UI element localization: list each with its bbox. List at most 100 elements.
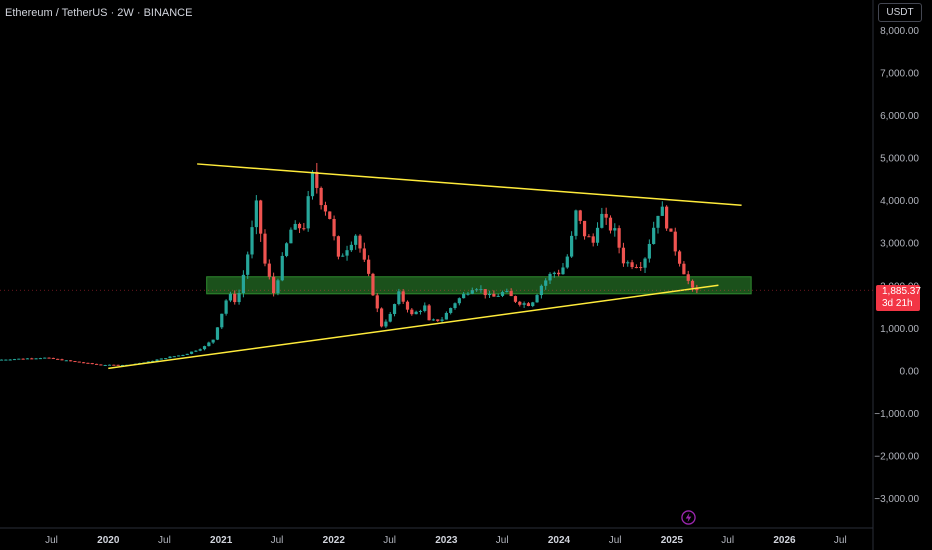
candle — [526, 302, 531, 307]
candle — [522, 301, 526, 308]
candle — [233, 290, 237, 305]
candle — [418, 309, 423, 315]
candle — [453, 302, 457, 310]
time-tick-label: 2020 — [97, 535, 120, 546]
price-tick-label: 0.00 — [900, 366, 920, 377]
candle — [552, 271, 556, 278]
candle — [362, 242, 366, 262]
candle — [539, 284, 543, 299]
candle — [120, 364, 125, 367]
candle — [470, 287, 474, 295]
time-tick-label: Jul — [609, 535, 622, 546]
candle — [656, 215, 660, 234]
candle — [315, 162, 319, 194]
time-tick-label: 2021 — [210, 535, 233, 546]
candle — [47, 357, 51, 359]
candle — [630, 259, 634, 270]
candle — [388, 311, 392, 323]
candle — [349, 241, 353, 252]
candle — [211, 339, 215, 344]
candle — [107, 364, 112, 366]
candle — [509, 288, 513, 297]
candle — [177, 355, 181, 357]
candle — [220, 313, 224, 330]
candle — [336, 235, 341, 260]
candle — [246, 251, 250, 279]
candle — [431, 318, 436, 321]
candle — [289, 227, 293, 244]
candle — [25, 358, 30, 360]
candle — [578, 209, 582, 225]
candle — [643, 257, 647, 274]
time-tick-label: 2025 — [661, 535, 684, 546]
price-axis[interactable]: 8,000.00 7,000.00 6,000.00 5,000.00 4,000.00… — [874, 26, 919, 505]
candle — [367, 255, 371, 277]
candle — [492, 290, 496, 297]
candle — [483, 289, 487, 299]
candle — [94, 363, 99, 365]
candles-layer — [0, 162, 699, 367]
axes-layer — [0, 0, 874, 550]
time-tick-label: Jul — [158, 535, 171, 546]
candle — [397, 288, 401, 306]
price-tick-label: 1,000.00 — [880, 324, 919, 335]
time-tick-label: 2022 — [323, 535, 346, 546]
candle — [600, 207, 604, 229]
price-tick-label: 6,000.00 — [880, 111, 919, 122]
candle — [241, 270, 245, 298]
trendlines-layer — [108, 163, 742, 370]
candle — [263, 229, 267, 267]
time-tick-label: Jul — [383, 535, 396, 546]
candle — [401, 289, 405, 304]
last-price-label: 1,885.37 — [882, 286, 921, 297]
candle — [69, 360, 73, 362]
candle — [449, 307, 453, 315]
candle — [198, 348, 202, 352]
candle — [90, 362, 94, 365]
candle — [310, 170, 315, 200]
candle — [284, 242, 289, 258]
price-tick-label: 3,000.00 — [880, 239, 919, 250]
price-tick-label: −2,000.00 — [874, 452, 919, 463]
candle — [621, 242, 626, 267]
time-tick-label: Jul — [496, 535, 509, 546]
candle — [250, 220, 254, 259]
time-tick-label: 2024 — [548, 535, 571, 546]
candle — [595, 222, 600, 246]
lightning-icon[interactable] — [681, 510, 696, 525]
candle — [496, 293, 500, 297]
candle — [60, 358, 64, 361]
candle — [660, 201, 664, 216]
candle — [392, 303, 397, 317]
candle — [56, 358, 60, 360]
candle — [345, 245, 349, 261]
candle — [280, 252, 284, 282]
candle — [202, 345, 207, 351]
candle — [259, 199, 263, 242]
candle — [652, 221, 656, 245]
price-tick-label: −3,000.00 — [874, 494, 919, 505]
candle — [0, 359, 4, 361]
bar-countdown: 3d 21h — [882, 298, 913, 309]
time-tick-label: 2023 — [435, 535, 458, 546]
candle — [561, 263, 565, 275]
candle — [86, 362, 90, 364]
currency-button[interactable]: USDT — [878, 3, 922, 22]
candle — [604, 207, 608, 225]
candle — [328, 211, 332, 220]
time-axis[interactable]: Jul 2020 Jul 2021 Jul 2022 Jul 2023 Jul 2024 Jul 20… — [45, 535, 847, 546]
candle — [570, 231, 574, 258]
candle — [51, 357, 55, 359]
candle — [682, 261, 686, 275]
candle — [181, 354, 185, 357]
candle — [673, 227, 677, 256]
candle — [194, 350, 198, 353]
candle — [427, 304, 431, 321]
candle — [405, 300, 410, 313]
candle — [487, 290, 492, 298]
candle — [164, 358, 168, 360]
candle — [613, 223, 617, 237]
candle — [669, 228, 673, 232]
candle — [557, 269, 561, 277]
